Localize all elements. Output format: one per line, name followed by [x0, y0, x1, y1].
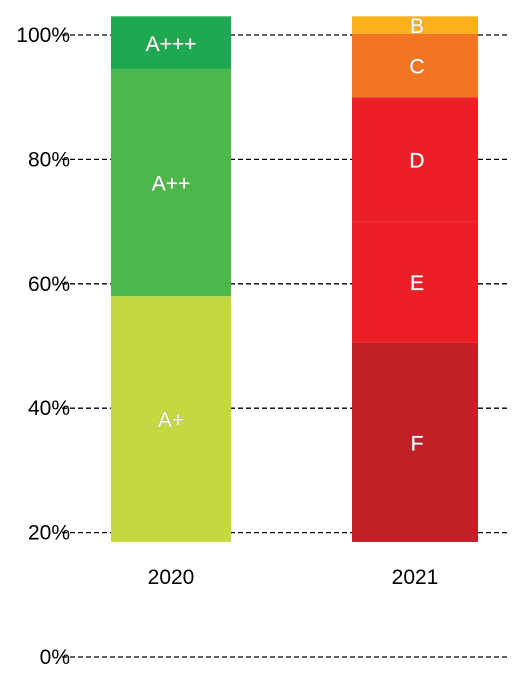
x-category-label: 2020 — [148, 566, 195, 589]
x-axis-categories: 2020 2021 — [148, 566, 439, 589]
y-tick-label: 80% — [28, 148, 70, 171]
segment-label: F — [411, 432, 424, 455]
segment-label: D — [409, 149, 424, 172]
bars: A+ A++ A+++ F E D CB — [111, 15, 478, 542]
segment-label: E — [410, 272, 424, 295]
y-tick-label: 60% — [28, 273, 70, 296]
y-tick-label: 20% — [28, 522, 70, 545]
bar-segment — [352, 33, 478, 98]
segment-label: A+++ — [146, 33, 197, 56]
y-tick-label: 0% — [40, 646, 70, 669]
bar-segment — [111, 69, 231, 297]
segment-label: B — [410, 15, 424, 38]
bar-segment — [111, 16, 231, 70]
segment-label: A++ — [152, 173, 191, 196]
bar-2021: F E D CB — [352, 15, 478, 542]
segment-label: A+ — [158, 409, 184, 432]
y-tick-label: 40% — [28, 397, 70, 420]
bar-2020: A+ A++ A+++ — [111, 16, 231, 542]
y-axis-ticks: 0% 20% 40% 60% 80% 100% — [16, 24, 70, 669]
bar-segment — [352, 16, 478, 34]
bar-segment — [352, 221, 478, 343]
bar-segment — [352, 97, 478, 222]
bar-segment — [111, 296, 231, 542]
bar-segment — [352, 342, 478, 542]
segment-label: C — [409, 55, 424, 78]
y-tick-label: 100% — [16, 24, 70, 47]
x-category-label: 2021 — [392, 566, 439, 589]
